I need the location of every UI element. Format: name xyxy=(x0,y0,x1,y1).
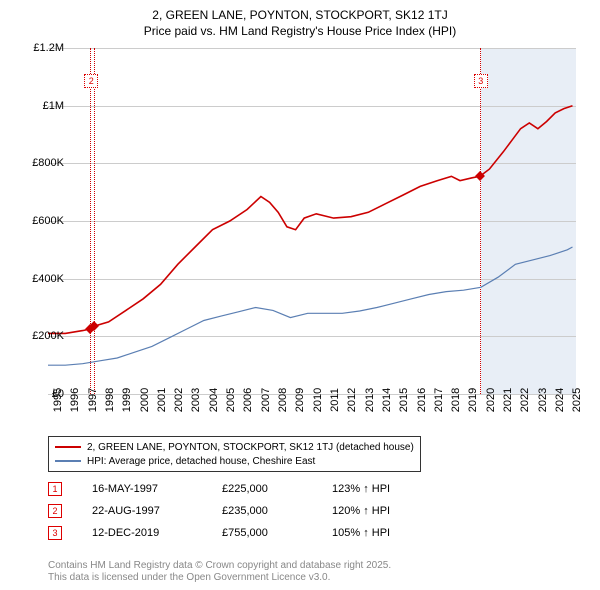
sale-date: 12-DEC-2019 xyxy=(92,527,222,539)
series-line xyxy=(48,106,573,334)
title-subtitle: Price paid vs. HM Land Registry's House … xyxy=(0,24,600,38)
x-tick-label: 1997 xyxy=(87,388,99,412)
sale-row: 2 22-AUG-1997 £235,000 120% ↑ HPI xyxy=(48,500,442,522)
sale-marker-box: 3 xyxy=(474,74,488,88)
x-tick-label: 2006 xyxy=(242,388,254,412)
x-tick-label: 2024 xyxy=(554,388,566,412)
x-tick-label: 2008 xyxy=(277,388,289,412)
sale-marker-icon: 3 xyxy=(48,526,62,540)
chart-svg xyxy=(48,48,576,394)
sale-row: 1 16-MAY-1997 £225,000 123% ↑ HPI xyxy=(48,478,442,500)
footer-line: Contains HM Land Registry data © Crown c… xyxy=(48,560,391,572)
x-tick-label: 2025 xyxy=(571,388,583,412)
footer-attribution: Contains HM Land Registry data © Crown c… xyxy=(48,560,391,584)
y-tick-label: £800K xyxy=(32,157,64,169)
sale-price: £225,000 xyxy=(222,483,332,495)
x-tick-label: 2022 xyxy=(519,388,531,412)
x-tick-label: 2014 xyxy=(381,388,393,412)
x-tick-label: 2018 xyxy=(450,388,462,412)
y-tick-label: £200K xyxy=(32,330,64,342)
chart-container: 2, GREEN LANE, POYNTON, STOCKPORT, SK12 … xyxy=(0,0,600,590)
x-tick-label: 2015 xyxy=(398,388,410,412)
x-tick-label: 2002 xyxy=(173,388,185,412)
x-tick-label: 2000 xyxy=(139,388,151,412)
sale-price: £755,000 xyxy=(222,527,332,539)
x-tick-label: 2023 xyxy=(537,388,549,412)
sale-ratio: 105% ↑ HPI xyxy=(332,527,442,539)
chart-area: 23 xyxy=(48,48,576,394)
title-block: 2, GREEN LANE, POYNTON, STOCKPORT, SK12 … xyxy=(0,0,600,38)
sale-marker-box: 2 xyxy=(84,74,98,88)
footer-line: This data is licensed under the Open Gov… xyxy=(48,572,391,584)
x-tick-label: 2010 xyxy=(312,388,324,412)
x-tick-label: 2021 xyxy=(502,388,514,412)
sale-row: 3 12-DEC-2019 £755,000 105% ↑ HPI xyxy=(48,522,442,544)
x-tick-label: 1995 xyxy=(52,388,64,412)
legend-swatch xyxy=(55,460,81,462)
x-tick-label: 1998 xyxy=(104,388,116,412)
sale-price: £235,000 xyxy=(222,505,332,517)
sale-marker-icon: 1 xyxy=(48,482,62,496)
legend-row: HPI: Average price, detached house, Ches… xyxy=(55,454,414,468)
x-tick-label: 2016 xyxy=(416,388,428,412)
x-tick-label: 2004 xyxy=(208,388,220,412)
sale-date: 16-MAY-1997 xyxy=(92,483,222,495)
x-tick-label: 2013 xyxy=(364,388,376,412)
sales-table: 1 16-MAY-1997 £225,000 123% ↑ HPI 2 22-A… xyxy=(48,478,442,544)
x-tick-label: 2009 xyxy=(294,388,306,412)
x-tick-label: 2017 xyxy=(433,388,445,412)
x-tick-label: 2012 xyxy=(346,388,358,412)
legend-label: HPI: Average price, detached house, Ches… xyxy=(87,456,315,467)
series-line xyxy=(48,247,573,365)
sale-marker-icon: 2 xyxy=(48,504,62,518)
title-address: 2, GREEN LANE, POYNTON, STOCKPORT, SK12 … xyxy=(0,8,600,22)
sale-ratio: 123% ↑ HPI xyxy=(332,483,442,495)
legend-label: 2, GREEN LANE, POYNTON, STOCKPORT, SK12 … xyxy=(87,442,414,453)
legend-row: 2, GREEN LANE, POYNTON, STOCKPORT, SK12 … xyxy=(55,440,414,454)
y-tick-label: £1.2M xyxy=(33,42,64,54)
x-tick-label: 1999 xyxy=(121,388,133,412)
y-tick-label: £400K xyxy=(32,273,64,285)
x-tick-label: 1996 xyxy=(69,388,81,412)
x-tick-label: 2005 xyxy=(225,388,237,412)
sale-date: 22-AUG-1997 xyxy=(92,505,222,517)
x-tick-label: 2020 xyxy=(485,388,497,412)
x-tick-label: 2001 xyxy=(156,388,168,412)
legend: 2, GREEN LANE, POYNTON, STOCKPORT, SK12 … xyxy=(48,436,421,472)
x-tick-label: 2019 xyxy=(467,388,479,412)
y-tick-label: £600K xyxy=(32,215,64,227)
y-tick-label: £1M xyxy=(43,100,64,112)
x-tick-label: 2007 xyxy=(260,388,272,412)
sale-ratio: 120% ↑ HPI xyxy=(332,505,442,517)
legend-swatch xyxy=(55,446,81,448)
x-tick-label: 2003 xyxy=(190,388,202,412)
x-tick-label: 2011 xyxy=(329,388,341,412)
